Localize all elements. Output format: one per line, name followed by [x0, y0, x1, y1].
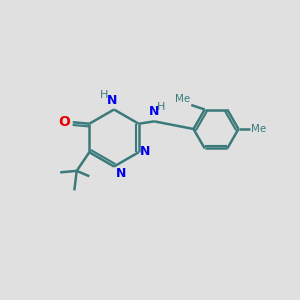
Text: N: N — [116, 167, 126, 180]
Text: H: H — [157, 102, 165, 112]
Text: N: N — [140, 145, 151, 158]
Text: H: H — [100, 90, 109, 100]
Text: N: N — [106, 94, 117, 107]
Text: Me: Me — [251, 124, 267, 134]
Text: O: O — [58, 115, 70, 129]
Text: Me: Me — [175, 94, 190, 104]
Text: N: N — [149, 105, 160, 119]
